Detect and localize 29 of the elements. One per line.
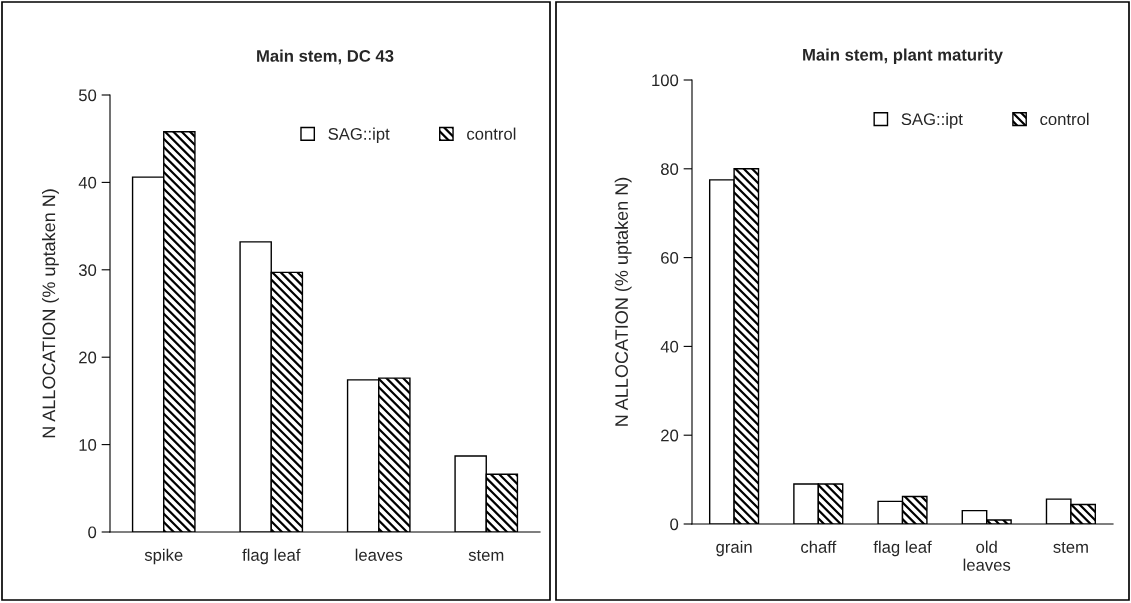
y-tick-label: 20 (79, 351, 97, 364)
legend-label: control (1040, 112, 1089, 126)
y-tick-label: 80 (660, 163, 679, 175)
x-tick-label: flag leaf (242, 548, 301, 565)
x-tick-label: old leaves (963, 540, 1011, 571)
x-tick-label: grain (716, 540, 752, 557)
y-tick-label: 40 (660, 340, 679, 353)
legend-label: control (467, 127, 516, 140)
x-tick-label: stem (468, 549, 504, 561)
x-tick-label: leaves (355, 548, 403, 561)
x-tick-label: flag leaf (873, 540, 932, 557)
y-tick-label: 0 (88, 526, 97, 539)
y-tick-label: 100 (652, 74, 679, 87)
y-axis-title: N ALLOCATION (% uptaken N) (614, 177, 632, 426)
chart-title: Main stem, DC 43 (257, 49, 394, 65)
x-tick-label: stem (1053, 541, 1088, 553)
x-tick-label: chaff (801, 540, 837, 553)
y-tick-label: 60 (661, 252, 679, 264)
y-tick-label: 10 (79, 439, 97, 451)
y-tick-label: 20 (661, 429, 679, 442)
legend-label: SAG::ipt (328, 127, 390, 144)
y-tick-label: 50 (78, 89, 97, 102)
y-tick-label: 40 (78, 176, 97, 189)
y-tick-label: 0 (670, 518, 679, 531)
y-tick-label: 30 (78, 264, 97, 276)
legend-label: SAG::ipt (901, 112, 963, 129)
y-axis-title: N ALLOCATION (% uptaken N) (41, 189, 59, 438)
x-tick-label: spike (144, 548, 183, 565)
chart-title: Main stem, plant maturity (803, 48, 1003, 65)
